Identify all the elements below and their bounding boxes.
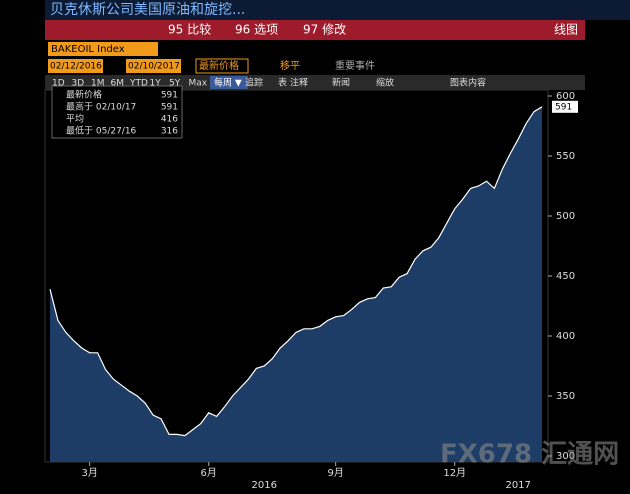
end-date: 02/10/2017 [128, 62, 180, 72]
menu-item[interactable]: 97 修改 [303, 22, 346, 37]
range-button[interactable]: 5Y [169, 79, 181, 89]
ticker-box[interactable] [48, 42, 158, 56]
legend-label: 平均 [66, 113, 84, 125]
y-tick-label: 600 [556, 91, 575, 102]
period-box[interactable] [210, 76, 248, 89]
table[interactable]: 表 [278, 77, 287, 89]
x-tick-label: 12月 [443, 467, 466, 479]
tool[interactable]: 缩放 [376, 77, 394, 89]
ticker: BAKEOIL Index [51, 44, 125, 55]
menu-item[interactable]: 96 选项 [235, 23, 278, 37]
x-tick-label: 3月 [81, 467, 97, 479]
y-tick-label: 550 [556, 151, 575, 162]
watermark: FX678 汇通网 [440, 440, 619, 470]
view-name: 线图 [554, 23, 578, 37]
last-value-box [552, 100, 578, 113]
field: 最新价格 [199, 59, 239, 72]
legend-value: 416 [161, 115, 178, 125]
legend-box [51, 85, 183, 139]
menu-bar [45, 20, 585, 40]
area [50, 106, 542, 463]
date-box[interactable] [126, 59, 181, 73]
title-bar [45, 0, 630, 20]
chart-content[interactable]: 图表内容 [450, 77, 486, 89]
start-date: 02/12/2016 [50, 62, 102, 72]
y-tick-label: 500 [556, 211, 575, 222]
tool[interactable]: 新闻 [332, 77, 350, 89]
field-box[interactable] [195, 58, 249, 74]
date-box[interactable] [48, 59, 103, 73]
y-tick-label: 350 [556, 391, 575, 402]
move[interactable]: 移平 [280, 59, 300, 72]
y-tick-label: 450 [556, 271, 575, 282]
legend-value: 591 [161, 91, 178, 101]
range-button[interactable]: 6M [111, 79, 125, 89]
range-button[interactable]: 3D [72, 79, 85, 89]
tool[interactable]: 追踪 [245, 77, 263, 89]
range-button[interactable]: 1D [52, 79, 65, 89]
title: 贝克休斯公司美国原油和旋挖... [50, 2, 245, 18]
legend-value: 316 [161, 127, 178, 137]
line [49, 106, 543, 437]
range-button[interactable]: YTD [129, 79, 148, 89]
range-button[interactable]: 1Y [150, 79, 162, 89]
x-tick-label: 6月 [201, 467, 217, 479]
legend-label: 最新价格 [66, 89, 102, 101]
y-tick-label: 300 [556, 451, 575, 462]
year-label: 2016 [252, 480, 277, 490]
legend-label: 最低于 05/27/16 [66, 125, 137, 137]
legend-value: 591 [161, 103, 178, 113]
last-value-label: 591 [555, 102, 572, 112]
period: 每周 ▼ [214, 77, 242, 89]
year-label: 2017 [505, 480, 530, 490]
y-tick-label: 400 [556, 331, 575, 342]
range-button[interactable]: 1M [91, 79, 105, 89]
menu-item[interactable]: 95 比较 [168, 22, 211, 37]
range-button[interactable]: Max [189, 79, 208, 89]
events[interactable]: 重要事件 [335, 59, 375, 72]
x-tick-label: 9月 [327, 467, 343, 479]
legend-label: 最高于 02/10/17 [66, 101, 136, 113]
tool[interactable]: 注释 [290, 77, 308, 89]
